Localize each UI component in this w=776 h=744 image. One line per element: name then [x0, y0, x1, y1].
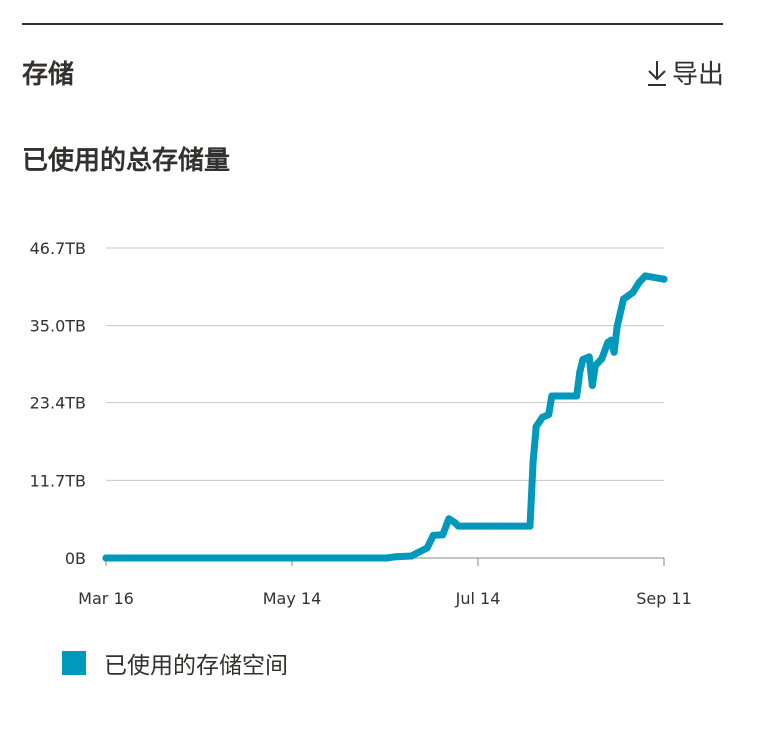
card-title: 存储: [22, 60, 75, 90]
data-point: [392, 553, 400, 561]
data-point: [529, 458, 537, 466]
data-point: [598, 355, 606, 363]
data-point: [445, 515, 453, 523]
data-point: [579, 356, 587, 363]
data-point: [492, 522, 500, 530]
x-tick-label: Mar 16: [78, 589, 134, 608]
data-point: [423, 544, 431, 552]
chart-title: 已使用的总存储量: [22, 146, 231, 176]
x-tick-label: May 14: [263, 589, 322, 608]
data-point: [532, 423, 540, 431]
data-point: [588, 381, 596, 389]
data-point: [641, 272, 649, 280]
data-point: [576, 368, 584, 376]
data-point: [526, 522, 534, 530]
y-tick-label: 46.7TB: [30, 239, 86, 258]
data-point: [573, 392, 581, 400]
data-point: [635, 279, 643, 286]
data-point: [629, 289, 637, 296]
data-point: [383, 554, 391, 562]
export-button[interactable]: 导出: [646, 54, 724, 91]
data-point: [414, 549, 422, 557]
data-point: [660, 275, 668, 283]
data-point: [102, 554, 110, 562]
data-point: [620, 295, 627, 303]
data-point: [545, 411, 553, 419]
data-point: [548, 392, 556, 400]
data-point: [607, 336, 615, 344]
x-tick-label: Jul 14: [455, 589, 501, 608]
data-point: [585, 353, 593, 361]
data-point: [538, 413, 546, 421]
data-point: [591, 362, 599, 369]
data-point: [429, 531, 437, 539]
y-tick-label: 23.4TB: [30, 394, 86, 413]
y-tick-label: 11.7TB: [30, 471, 86, 490]
chart-legend: 已使用的存储空间: [62, 646, 288, 680]
data-point: [439, 531, 447, 539]
series-line: [102, 272, 668, 562]
export-label: 导出: [671, 60, 724, 90]
y-tick-label: 35.0TB: [30, 317, 86, 336]
data-point: [613, 322, 621, 330]
legend-swatch: [62, 651, 86, 675]
legend-label[interactable]: 已使用的存储空间: [104, 653, 288, 679]
data-point: [610, 348, 618, 356]
x-tick-label: Sep 11: [636, 589, 692, 608]
top-divider: [22, 23, 723, 25]
data-point: [408, 552, 415, 560]
storage-usage-chart: 0B 11.7TB 23.4TB 35.0TB 46.7TB Mar 16 May 14 Ju…: [30, 239, 692, 608]
y-tick-label: 0B: [65, 549, 86, 568]
data-point: [454, 522, 462, 530]
download-arrow-icon: [647, 60, 666, 86]
